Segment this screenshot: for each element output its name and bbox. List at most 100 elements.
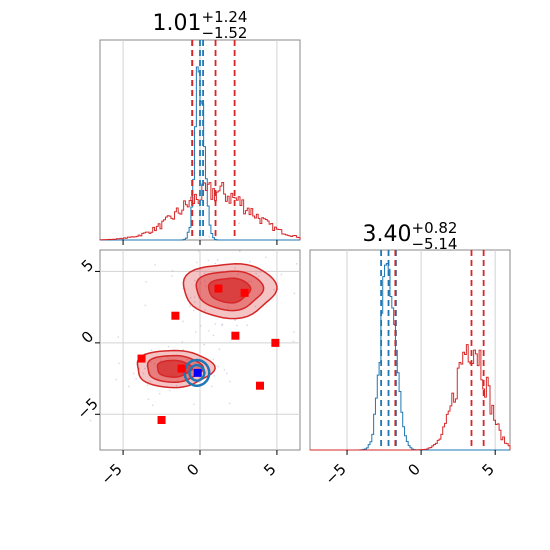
sample-point — [145, 280, 147, 283]
top-title-value: 1.01 — [153, 11, 202, 36]
sample-point — [238, 222, 240, 225]
sample-point — [213, 375, 216, 377]
sample-point — [194, 279, 196, 282]
sample-point — [89, 419, 92, 422]
sample-point — [181, 341, 184, 343]
x-tick-label: 0 — [183, 460, 202, 479]
right-title: 3.40+0.82 −5.14 — [363, 219, 458, 253]
sample-point — [280, 273, 283, 276]
sample-point — [208, 330, 210, 332]
sample-point — [277, 288, 279, 290]
sample-point — [199, 325, 202, 327]
sample-point — [214, 262, 217, 265]
sample-point — [257, 275, 260, 278]
sample-point — [216, 259, 219, 261]
sample-point — [199, 282, 202, 284]
sample-point — [190, 372, 193, 375]
sample-point — [196, 261, 198, 264]
red-contour-level-2 — [207, 277, 252, 304]
sample-point — [185, 359, 187, 361]
sample-point — [218, 348, 221, 351]
x-tick-label: 0 — [404, 460, 423, 479]
sample-point — [293, 292, 296, 295]
sample-point — [223, 369, 226, 371]
sample-point — [204, 309, 206, 311]
sample-point — [135, 378, 137, 380]
sample-point — [175, 384, 178, 387]
top-title-upper: +1.24 — [202, 8, 248, 26]
sample-point — [151, 404, 154, 407]
sample-point — [237, 273, 240, 276]
grid-lines — [100, 250, 300, 450]
sample-point — [207, 259, 210, 262]
sample-point — [182, 348, 185, 351]
quantile-lines — [380, 250, 485, 450]
sample-point — [259, 271, 262, 273]
sample-point — [171, 270, 174, 272]
y-tick-label: 0 — [78, 327, 97, 346]
sample-point — [154, 264, 156, 266]
sample-point — [203, 272, 206, 274]
sample-point — [212, 334, 215, 337]
marker-point — [256, 381, 264, 390]
sample-point — [211, 385, 213, 388]
y-tick-label: 5 — [78, 256, 97, 275]
sample-point — [246, 324, 248, 327]
x-tick-label: −5 — [98, 460, 126, 488]
right-title-upper: +0.82 — [412, 219, 458, 237]
sample-point — [158, 392, 161, 395]
sample-point — [254, 305, 257, 308]
histogram-panel-top-left — [99, 39, 301, 241]
sample-point — [142, 372, 145, 375]
sample-point — [255, 272, 257, 275]
sample-point — [194, 301, 196, 303]
sample-point — [239, 250, 241, 252]
sample-point — [198, 250, 200, 252]
histogram-series-1 — [310, 344, 511, 451]
sample-point — [169, 389, 171, 392]
sample-point — [194, 331, 197, 333]
marker-point — [214, 284, 223, 293]
sample-point — [273, 288, 276, 291]
sample-point — [250, 280, 253, 283]
histogram-panel-bottom-right — [309, 249, 511, 451]
sample-point — [147, 398, 150, 401]
right-title-lower: −5.14 — [411, 235, 457, 253]
sample-point — [208, 236, 210, 238]
sample-point — [149, 380, 152, 383]
sample-point — [193, 403, 195, 406]
sample-point — [214, 323, 217, 325]
sample-point — [171, 275, 173, 277]
histogram-series-0 — [310, 262, 510, 451]
sample-point — [128, 385, 130, 388]
sample-point — [189, 296, 192, 299]
marker-point — [171, 311, 180, 320]
sample-point — [167, 345, 170, 348]
sample-cloud — [89, 222, 298, 422]
x-tick-label: −5 — [321, 460, 349, 488]
sample-point — [117, 336, 120, 338]
blue-contour-level-0 — [183, 358, 211, 387]
sample-point — [204, 284, 207, 287]
sample-point — [220, 324, 223, 326]
sample-point — [132, 372, 135, 375]
sample-point — [227, 306, 229, 309]
marker-point — [177, 364, 186, 373]
x-tick-label: 5 — [479, 460, 498, 479]
histogram-bars — [310, 262, 511, 451]
sample-point — [189, 305, 191, 308]
sample-point — [203, 343, 206, 346]
sample-point — [182, 320, 184, 323]
density-contours — [136, 263, 278, 389]
histogram-series-0 — [100, 66, 300, 241]
quantile-lines — [191, 40, 236, 240]
marker-point — [271, 338, 280, 347]
marker-point — [157, 416, 166, 424]
sample-point — [228, 402, 231, 405]
x-tick-label: 5 — [260, 460, 279, 479]
sample-point — [118, 362, 120, 365]
sample-point — [229, 380, 231, 383]
sample-point — [177, 379, 179, 382]
sample-point — [212, 358, 215, 361]
